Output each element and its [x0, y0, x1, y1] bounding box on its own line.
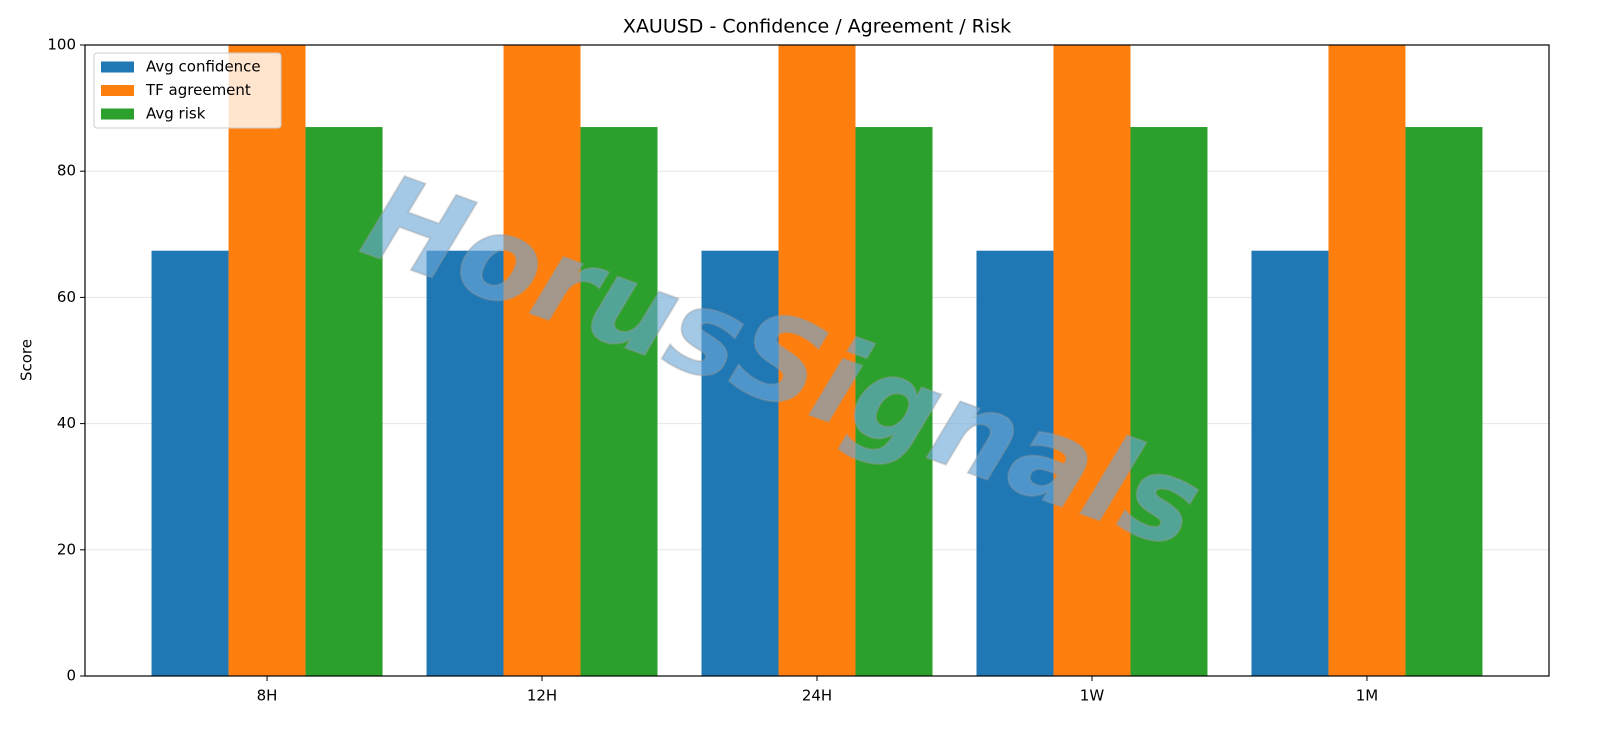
y-tick-label: 40	[57, 414, 76, 432]
legend-label: Avg confidence	[146, 58, 261, 76]
legend-swatch	[101, 61, 134, 73]
y-tick-label: 0	[66, 667, 76, 685]
x-tick-label: 24H	[802, 687, 832, 705]
y-tick-label: 60	[57, 288, 76, 306]
y-axis-label: Score	[18, 339, 36, 381]
bar	[1053, 45, 1131, 676]
chart-title: XAUUSD - Confidence / Agreement / Risk	[623, 16, 1011, 38]
legend-box	[93, 52, 282, 129]
bar	[1328, 45, 1406, 676]
bar	[228, 45, 306, 676]
x-tick-label: 12H	[527, 687, 557, 705]
bar	[1251, 250, 1329, 676]
bar	[1405, 127, 1483, 676]
legend-label: Avg risk	[146, 105, 206, 123]
plot-frame	[84, 44, 1550, 677]
bar	[305, 127, 383, 676]
y-tick-label: 100	[47, 36, 76, 54]
bar	[855, 127, 933, 676]
bar	[1130, 127, 1208, 676]
x-tick-label: 1M	[1356, 687, 1379, 705]
bar	[151, 250, 229, 676]
legend-label: TF agreement	[145, 81, 251, 99]
legend-swatch	[101, 108, 134, 120]
bar	[778, 45, 856, 676]
bar	[701, 250, 779, 676]
legend-swatch	[101, 85, 134, 96]
bar	[976, 250, 1054, 676]
y-tick-label: 80	[57, 162, 76, 180]
legend: Avg confidence TF agreement Avg risk	[93, 52, 282, 129]
bar	[580, 127, 658, 676]
bar	[503, 45, 581, 676]
x-tick-label: 8H	[257, 687, 278, 705]
x-tick-label: 1W	[1080, 687, 1105, 705]
y-tick-label: 20	[57, 540, 76, 558]
bar	[426, 250, 504, 676]
